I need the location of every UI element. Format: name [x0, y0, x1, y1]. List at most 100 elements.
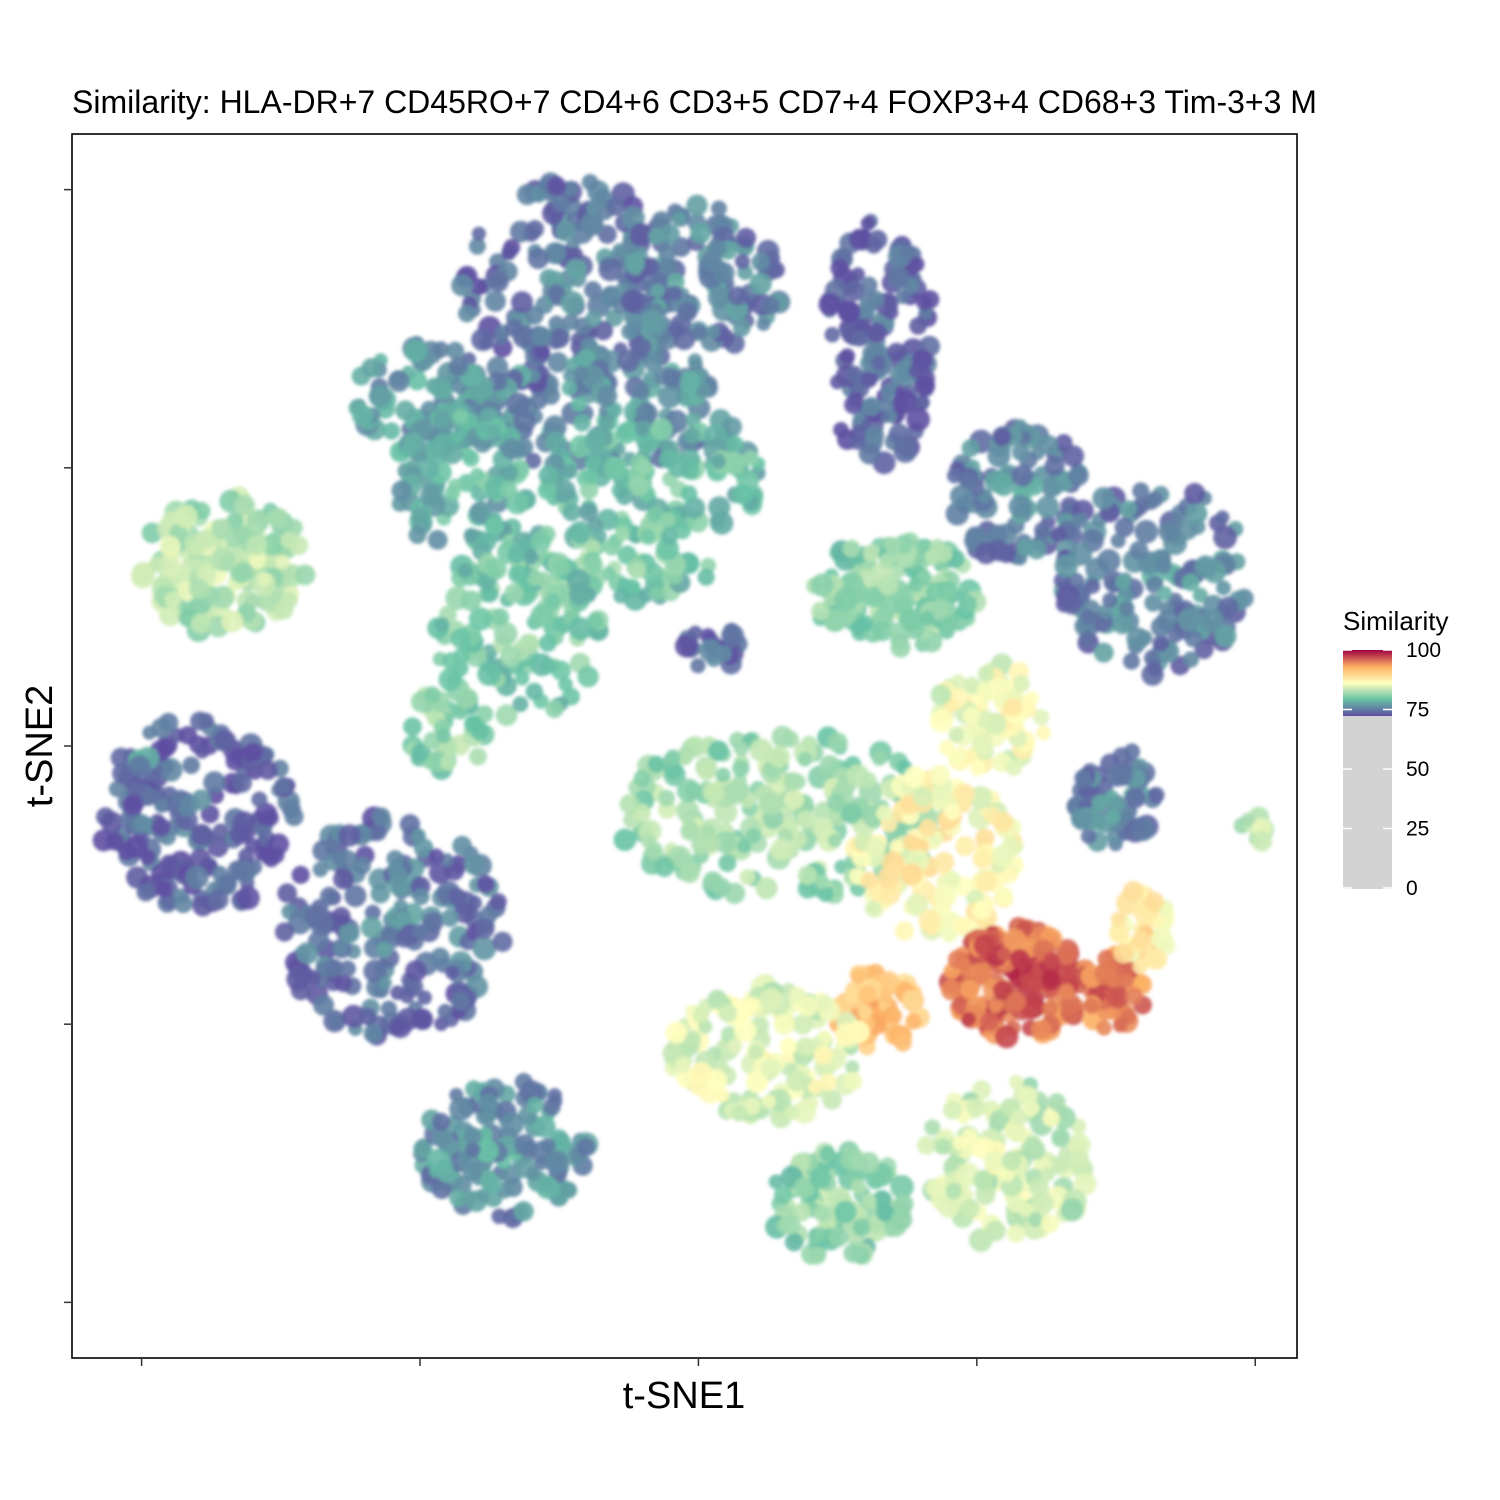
data-point — [857, 1004, 873, 1020]
data-point — [930, 684, 952, 705]
data-point — [569, 582, 592, 605]
data-point — [862, 1193, 877, 1209]
data-point — [404, 339, 428, 363]
data-point — [360, 916, 383, 939]
data-point — [338, 922, 360, 944]
data-point — [862, 370, 879, 386]
data-point — [159, 854, 178, 873]
data-point — [100, 811, 123, 834]
data-point — [551, 660, 571, 681]
data-point — [544, 1150, 569, 1175]
data-point — [1132, 482, 1150, 500]
data-point — [523, 549, 539, 565]
data-point — [275, 555, 290, 570]
data-point — [895, 289, 910, 304]
data-point — [703, 781, 725, 804]
data-point — [563, 368, 578, 383]
data-point — [515, 671, 530, 686]
data-point — [650, 418, 673, 441]
data-point — [635, 402, 658, 425]
data-point — [92, 829, 115, 852]
data-point — [858, 442, 881, 465]
data-point — [432, 410, 452, 430]
data-point — [768, 1174, 784, 1190]
data-point — [462, 1161, 483, 1183]
data-point — [908, 577, 924, 592]
data-point — [1110, 911, 1127, 928]
data-point — [547, 1088, 562, 1103]
data-point — [971, 734, 993, 756]
data-point — [1184, 629, 1202, 648]
data-point — [603, 456, 628, 481]
data-point — [908, 363, 924, 379]
data-point — [457, 563, 473, 579]
data-point — [903, 834, 919, 850]
data-point — [976, 710, 995, 728]
data-point — [449, 1096, 474, 1121]
data-point — [844, 395, 863, 415]
data-point — [712, 877, 732, 897]
data-point — [122, 794, 144, 816]
data-point — [860, 871, 878, 890]
data-point — [707, 286, 731, 309]
data-point — [436, 728, 451, 744]
data-point — [914, 375, 936, 397]
data-point — [779, 1213, 801, 1235]
data-point — [807, 1246, 827, 1265]
data-point — [863, 586, 886, 608]
data-point — [773, 1014, 795, 1035]
data-point — [579, 502, 599, 522]
data-point — [972, 848, 993, 870]
data-point — [1018, 1202, 1033, 1218]
data-point — [1200, 609, 1224, 633]
data-point — [159, 535, 181, 557]
data-point — [1080, 828, 1097, 845]
x-axis-label: t-SNE1 — [623, 1375, 745, 1417]
data-point — [641, 562, 664, 584]
data-point — [650, 283, 665, 298]
data-point — [1012, 675, 1030, 693]
data-point — [380, 1000, 398, 1017]
data-point — [629, 562, 646, 579]
data-point — [861, 396, 882, 417]
data-point — [232, 524, 252, 544]
data-point — [958, 471, 977, 490]
data-point — [476, 875, 495, 894]
legend-tick-label: 0 — [1406, 877, 1418, 900]
data-point — [875, 1202, 895, 1222]
data-point — [748, 1043, 765, 1060]
data-point — [319, 886, 339, 906]
data-point — [785, 1105, 800, 1120]
data-point — [580, 212, 604, 237]
data-point — [887, 342, 906, 362]
data-point — [1079, 630, 1096, 647]
data-point — [697, 568, 715, 586]
data-point — [190, 613, 211, 634]
data-point — [1213, 525, 1237, 550]
data-point — [573, 414, 591, 432]
data-point — [1167, 627, 1183, 643]
data-point — [659, 223, 681, 245]
data-point — [552, 194, 571, 213]
data-point — [441, 909, 459, 927]
data-point — [1185, 502, 1208, 525]
data-point — [500, 645, 522, 668]
data-point — [1113, 943, 1134, 964]
data-point — [127, 781, 145, 799]
data-point — [413, 448, 429, 463]
data-point — [568, 617, 593, 641]
data-point — [207, 889, 229, 911]
data-point — [1107, 796, 1124, 813]
data-point — [676, 778, 701, 803]
data-point — [714, 831, 737, 854]
data-point — [606, 402, 623, 418]
data-point — [1144, 594, 1163, 612]
data-point — [792, 1100, 817, 1124]
data-point — [424, 686, 441, 704]
data-point — [491, 1208, 508, 1225]
data-point — [513, 1201, 534, 1222]
data-point — [128, 755, 151, 778]
data-point — [1118, 601, 1135, 617]
data-point — [141, 522, 163, 544]
legend-ticks: 100 75 50 25 0 — [1343, 639, 1441, 900]
